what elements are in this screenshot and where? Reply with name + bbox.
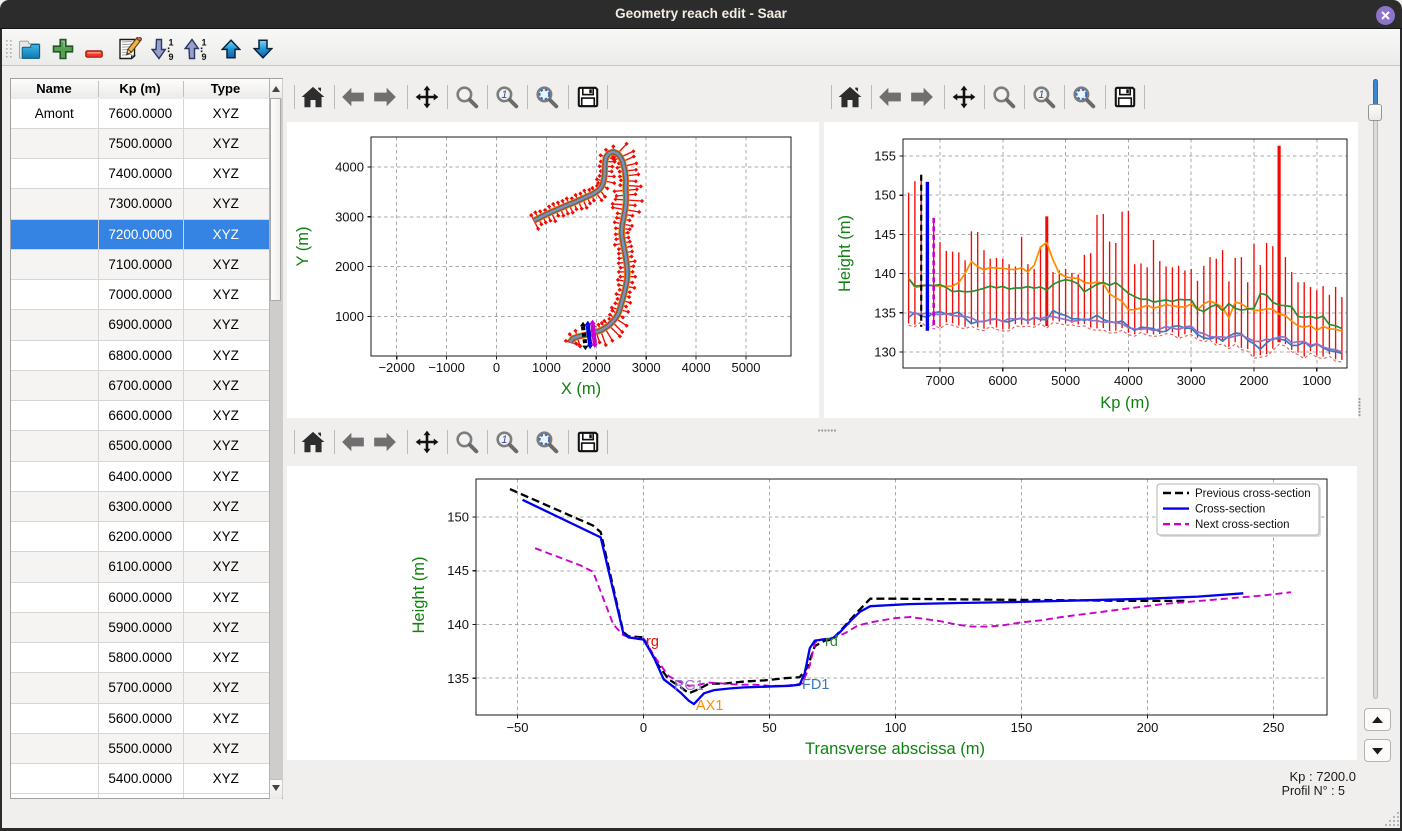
svg-text:0: 0: [640, 720, 647, 735]
svg-text:1000: 1000: [335, 309, 364, 324]
svg-text:50: 50: [762, 720, 776, 735]
svg-text:1: 1: [202, 38, 207, 48]
svg-text:Kp (m): Kp (m): [1100, 394, 1150, 412]
svg-text:1: 1: [1038, 89, 1044, 101]
svg-text:200: 200: [1137, 720, 1159, 735]
svg-text:4000: 4000: [335, 160, 364, 175]
svg-text:Height (m): Height (m): [410, 556, 428, 633]
svg-text:−50: −50: [506, 720, 528, 735]
svg-text:−2000: −2000: [378, 360, 415, 375]
svg-text:2000: 2000: [1240, 373, 1269, 388]
svg-text:−1000: −1000: [428, 360, 465, 375]
svg-text:1000: 1000: [532, 360, 561, 375]
svg-text:250: 250: [1263, 720, 1285, 735]
svg-text:rd: rd: [825, 634, 838, 650]
svg-text:100: 100: [885, 720, 907, 735]
svg-text:0: 0: [493, 360, 500, 375]
svg-text:5000: 5000: [732, 360, 761, 375]
svg-text:3000: 3000: [632, 360, 661, 375]
svg-text:145: 145: [447, 563, 469, 578]
svg-text:AX1: AX1: [696, 698, 723, 714]
svg-text:FD1: FD1: [802, 677, 829, 693]
svg-text:130: 130: [874, 345, 896, 360]
svg-text:RG1: RG1: [674, 678, 704, 694]
svg-text:3000: 3000: [1177, 373, 1206, 388]
svg-text:6000: 6000: [988, 373, 1017, 388]
svg-text:9: 9: [169, 52, 174, 61]
svg-text:150: 150: [874, 188, 896, 203]
svg-text:4000: 4000: [1114, 373, 1143, 388]
svg-text:2000: 2000: [582, 360, 611, 375]
svg-text:1000: 1000: [1302, 373, 1331, 388]
svg-text:150: 150: [1011, 720, 1033, 735]
svg-text:Next cross-section: Next cross-section: [1195, 519, 1290, 531]
svg-text:150: 150: [447, 510, 469, 525]
svg-text:1: 1: [169, 38, 174, 48]
svg-text:Transverse abscissa (m): Transverse abscissa (m): [805, 740, 985, 758]
svg-text:Height (m): Height (m): [836, 215, 854, 292]
svg-text:140: 140: [447, 617, 469, 632]
svg-text:140: 140: [874, 266, 896, 281]
svg-text:5000: 5000: [1051, 373, 1080, 388]
svg-text:135: 135: [874, 305, 896, 320]
svg-text:1: 1: [501, 89, 507, 101]
svg-text:Previous cross-section: Previous cross-section: [1195, 488, 1311, 500]
svg-text:rg: rg: [646, 634, 659, 650]
svg-text:145: 145: [874, 227, 896, 242]
svg-text:4000: 4000: [682, 360, 711, 375]
svg-text:1: 1: [501, 434, 507, 446]
svg-text:2000: 2000: [335, 259, 364, 274]
svg-text:9: 9: [202, 52, 207, 61]
svg-text:Y (m): Y (m): [294, 226, 312, 266]
svg-text:155: 155: [874, 149, 896, 164]
svg-text:3000: 3000: [335, 209, 364, 224]
svg-text:Cross-section: Cross-section: [1195, 504, 1265, 516]
svg-text:7000: 7000: [926, 373, 955, 388]
svg-text:X (m): X (m): [561, 380, 601, 398]
svg-text:135: 135: [447, 671, 469, 686]
